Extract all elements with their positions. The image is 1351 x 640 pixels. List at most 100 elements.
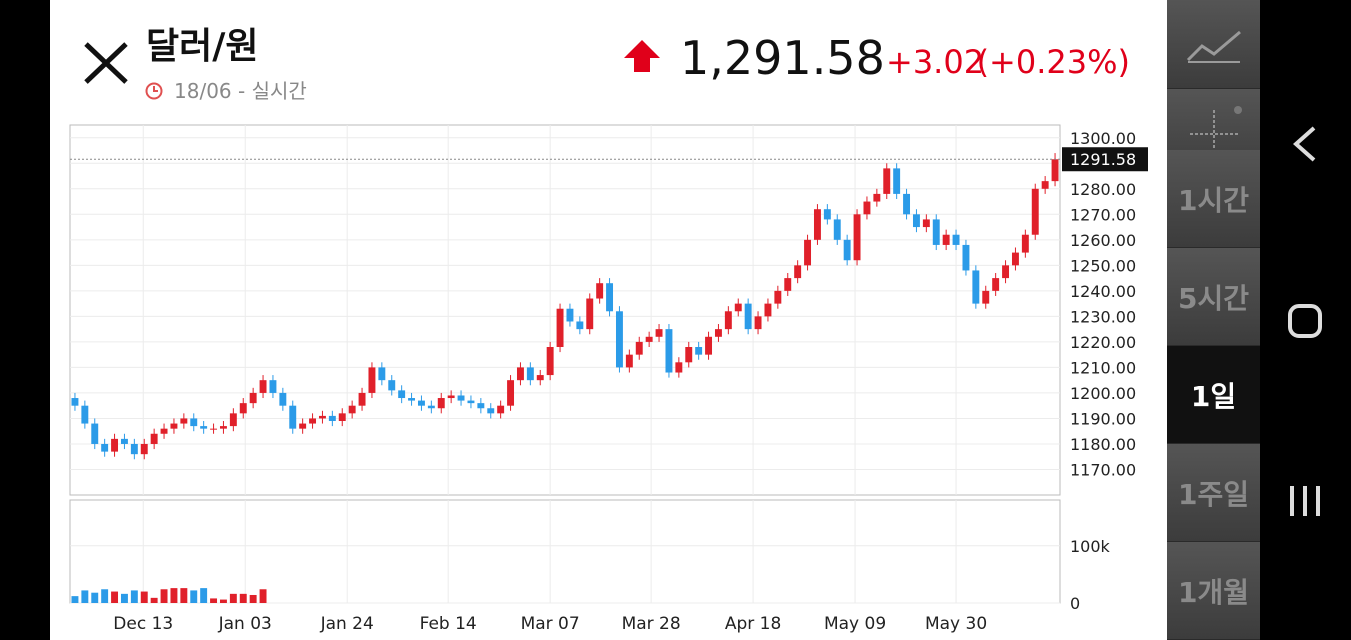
line-icon (1186, 30, 1241, 63)
volume-bar (130, 590, 138, 603)
close-icon[interactable] (84, 42, 128, 84)
volume-bar (111, 591, 119, 603)
volume-bar (229, 593, 237, 603)
candle-body (833, 219, 841, 240)
candle-body (853, 214, 861, 261)
candle-body (398, 390, 406, 399)
candle-body (705, 336, 713, 355)
candle-body (269, 380, 277, 393)
candle-body (71, 398, 79, 406)
price-frame (69, 124, 1061, 496)
nav-bar (1288, 126, 1322, 516)
candle-body (932, 219, 940, 245)
candle-body (170, 423, 178, 429)
volume-bar (160, 589, 168, 603)
candle-body (536, 375, 544, 381)
candle-body (922, 219, 930, 228)
candle-body (180, 418, 188, 424)
y-tick-label: 1180.00 (1070, 435, 1136, 454)
candle-body (1051, 159, 1059, 182)
volume-bar (249, 594, 257, 603)
x-tick-label: May 09 (824, 614, 886, 634)
candle-body (190, 418, 198, 427)
volume-bar (91, 592, 99, 603)
candle-body (556, 308, 564, 347)
interval-button[interactable]: 1주일 (1167, 444, 1260, 542)
volume-bar (120, 593, 128, 603)
interval-button[interactable]: 5시간 (1167, 248, 1260, 346)
candle-body (1031, 188, 1039, 235)
recents-button[interactable] (1290, 486, 1320, 516)
candle-body (823, 209, 831, 220)
header: 달러/원 18/06 - 실시간 1,291.58 +3.02 (+0.23%) (84, 26, 1130, 103)
candle-body (942, 234, 950, 245)
volume-tick-label: 0 (1070, 594, 1080, 613)
candle-body (516, 367, 524, 381)
candle-body (794, 265, 802, 279)
chart: 1300.001290.001280.001270.001260.001250.… (69, 124, 1148, 634)
candle-body (368, 367, 376, 393)
last-price-label: 1291.58 (1070, 150, 1136, 169)
candle-body (893, 168, 901, 194)
interval-button[interactable]: 1개월 (1167, 542, 1260, 640)
candle-body (754, 316, 762, 330)
candle-body (903, 193, 911, 215)
candle-body (952, 234, 960, 245)
candle-body (318, 415, 326, 419)
candle-body (774, 290, 782, 304)
volume-tick-label: 100k (1070, 537, 1111, 556)
last-price-tag (1062, 147, 1148, 172)
sidebar: 1시간 5시간 1일 1주일 1개월 (1167, 0, 1260, 640)
volume-bar (81, 590, 89, 603)
candle-body (863, 201, 871, 215)
x-tick-label: May 30 (925, 614, 987, 634)
candle-body (338, 413, 346, 421)
candle-body (239, 403, 247, 414)
volume-bar (239, 593, 247, 603)
candle-body (804, 239, 812, 266)
candle-body (457, 395, 465, 401)
candle-body (140, 443, 148, 455)
chart-panel: 달러/원 18/06 - 실시간 1,291.58 +3.02 (+0.23%)… (50, 0, 1167, 640)
candle-body (160, 428, 168, 434)
candle-body (784, 278, 792, 291)
candle-body (408, 398, 416, 401)
home-button[interactable] (1288, 304, 1322, 338)
candle-body (1041, 181, 1049, 189)
candle-body (992, 278, 1000, 291)
candle-body (417, 400, 425, 406)
clock-hands (153, 86, 158, 92)
back-button[interactable] (1292, 126, 1316, 162)
interval-button[interactable]: 1일 (1167, 346, 1260, 444)
candle-body (744, 303, 752, 330)
volume-bar (140, 591, 148, 603)
y-tick-label: 1210.00 (1070, 358, 1136, 377)
candle-body (81, 405, 89, 424)
candle-body (437, 398, 445, 409)
candle-body (883, 168, 891, 194)
candle-body (635, 341, 643, 355)
y-tick-label: 1270.00 (1070, 205, 1136, 224)
candle-body (388, 380, 396, 391)
y-tick-label: 1260.00 (1070, 231, 1136, 250)
candle-body (576, 321, 584, 330)
volume-bar (200, 588, 208, 603)
candle-body (596, 283, 604, 299)
y-tick-label: 1190.00 (1070, 409, 1136, 428)
y-tick-label: 1300.00 (1070, 129, 1136, 148)
candle-body (130, 443, 138, 455)
volume-bar (210, 598, 218, 603)
candle-body (685, 347, 693, 363)
candle-body (1021, 234, 1029, 253)
volume-bar (101, 589, 109, 603)
change-pct: (+0.23%) (977, 43, 1130, 81)
candle-body (348, 405, 356, 414)
y-tick-label: 1280.00 (1070, 180, 1136, 199)
clock-icon (145, 82, 163, 100)
candle-body (259, 380, 267, 393)
interval-button[interactable]: 1시간 (1167, 150, 1260, 248)
candle-body (714, 329, 722, 337)
chart-type-button[interactable] (1167, 0, 1260, 89)
candle-body (843, 239, 851, 261)
candle-body (210, 428, 218, 430)
